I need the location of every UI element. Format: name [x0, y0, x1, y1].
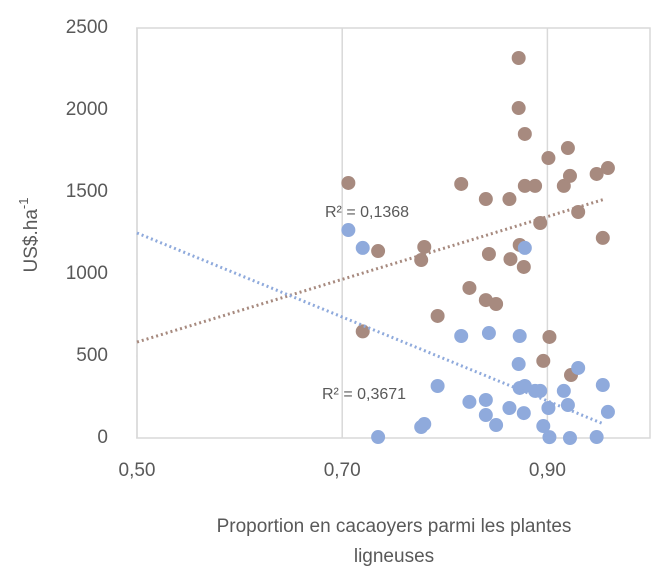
point — [371, 244, 386, 259]
point — [528, 178, 543, 193]
point — [562, 168, 577, 183]
point — [556, 178, 571, 193]
point — [600, 161, 615, 176]
point — [516, 259, 531, 274]
point — [341, 175, 356, 190]
trendline — [136, 231, 605, 426]
x-tick-label: 0,70 — [324, 460, 361, 481]
point — [571, 205, 586, 220]
point — [478, 392, 493, 407]
point — [556, 383, 571, 398]
point — [571, 360, 586, 375]
point — [595, 230, 610, 245]
point — [589, 430, 604, 445]
point — [560, 141, 575, 156]
point — [511, 357, 526, 372]
point — [512, 328, 527, 343]
trendline — [136, 197, 605, 344]
r2-annotation: R² = 0,1368 — [325, 204, 409, 221]
x-tick-label: 0,90 — [529, 460, 566, 481]
point — [542, 329, 557, 344]
point — [454, 176, 469, 191]
y-tick-label: 2500 — [66, 17, 108, 38]
point — [481, 246, 496, 261]
x-axis-label: Proportion en cacaoyers parmi les plante… — [217, 516, 572, 537]
point — [462, 394, 477, 409]
point — [417, 239, 432, 254]
point — [503, 252, 518, 267]
r2-annotation: R² = 0,3671 — [322, 386, 406, 403]
point — [462, 280, 477, 295]
y-tick-label: 1000 — [66, 263, 108, 284]
point — [511, 101, 526, 116]
point — [533, 215, 548, 230]
point — [516, 406, 531, 421]
point — [511, 51, 526, 66]
point — [502, 192, 517, 207]
point — [430, 308, 445, 323]
point — [454, 328, 469, 343]
point — [417, 417, 432, 432]
point — [430, 379, 445, 394]
y-tick-label: 2000 — [66, 99, 108, 120]
point — [595, 378, 610, 393]
point — [536, 419, 551, 434]
point — [562, 431, 577, 445]
point — [341, 223, 356, 238]
point — [478, 408, 493, 423]
y-tick-label: 500 — [76, 345, 108, 366]
x-tick-label: 0,50 — [119, 460, 156, 481]
point — [600, 404, 615, 419]
point — [355, 240, 370, 255]
y-axis-label: US$.ha-1 — [16, 198, 42, 273]
point — [355, 324, 370, 339]
x-axis-label: ligneuses — [354, 546, 434, 567]
y-tick-label: 0 — [97, 427, 108, 448]
point — [489, 418, 504, 433]
point — [478, 192, 493, 207]
point — [414, 253, 429, 268]
point — [542, 430, 557, 445]
point — [541, 151, 556, 166]
point — [502, 400, 517, 415]
point — [489, 297, 504, 312]
point — [533, 383, 548, 398]
y-tick-label: 1500 — [66, 181, 108, 202]
point — [541, 400, 556, 415]
point — [560, 398, 575, 413]
point — [517, 240, 532, 255]
point — [517, 178, 532, 193]
y-axis-label-main: US$.ha — [21, 209, 42, 273]
point — [517, 126, 532, 141]
y-axis-label-sup: -1 — [16, 198, 31, 210]
point — [481, 326, 496, 341]
point — [536, 353, 551, 368]
point — [371, 430, 386, 445]
point — [589, 166, 604, 181]
